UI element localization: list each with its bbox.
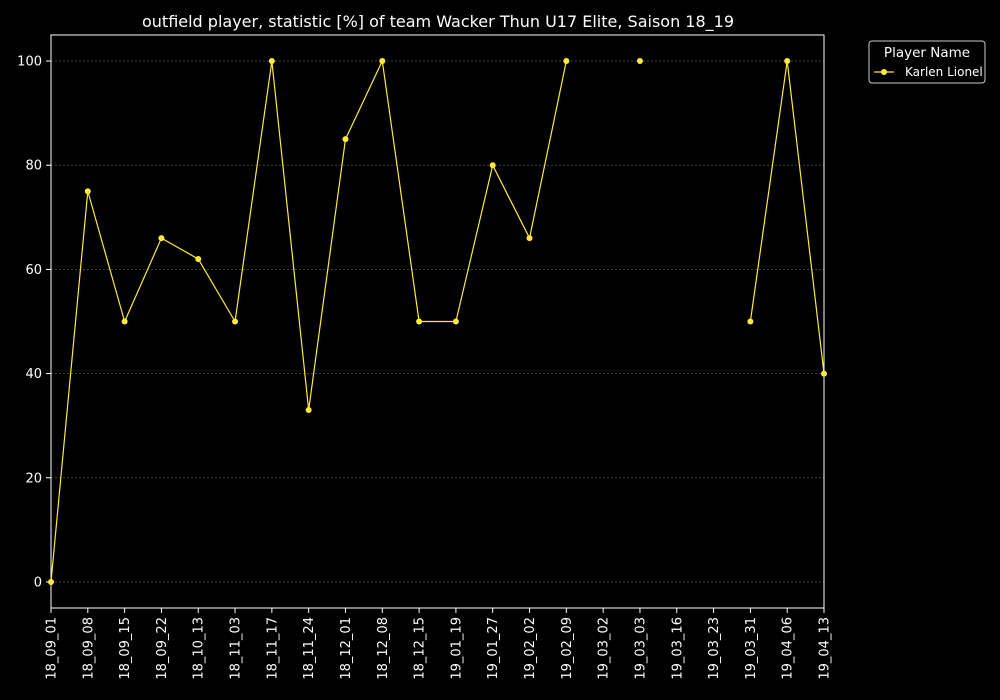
x-tick-label: 18_12_08: [376, 617, 391, 680]
legend-box: [868, 40, 986, 84]
series-line: [749, 60, 825, 374]
x-tick-label: 18_09_22: [155, 617, 170, 680]
data-point: [195, 255, 202, 262]
data-point: [784, 58, 791, 65]
x-tick-label: 18_09_08: [81, 617, 96, 680]
x-tick-label: 18_09_15: [118, 617, 133, 680]
x-tick-label: 19_01_27: [486, 617, 501, 680]
x-tick-label: 19_03_16: [670, 617, 685, 680]
series-line: [50, 60, 567, 583]
data-point: [563, 58, 570, 65]
legend: Player Name Karlen Lionel: [868, 40, 986, 84]
data-point: [342, 136, 349, 143]
plot-frame: [50, 34, 825, 609]
data-point: [84, 188, 91, 195]
y-tick-label: 60: [25, 263, 42, 278]
data-point: [379, 58, 386, 65]
grid-lines: [51, 60, 824, 583]
chart-title: outfield player, statistic [%] of team W…: [142, 12, 734, 32]
x-tick-label: 18_12_15: [413, 617, 428, 680]
legend-title: Player Name: [884, 45, 970, 61]
y-axis: 0 20 40 60 80 100: [17, 55, 51, 590]
data-point: [489, 162, 496, 169]
x-tick-label: 19_01_19: [449, 617, 464, 680]
data-point: [158, 235, 165, 242]
data-point: [268, 58, 275, 65]
legend-marker-swatch: [881, 69, 887, 75]
data-point: [232, 318, 239, 325]
y-tick-label: 20: [25, 471, 42, 486]
x-tick-label: 18_12_01: [339, 617, 354, 680]
data-point: [636, 58, 643, 65]
x-tick-label: 18_11_24: [302, 617, 317, 680]
data-point: [747, 318, 754, 325]
x-tick-label: 19_04_06: [781, 617, 796, 680]
data-point: [121, 318, 128, 325]
data-point: [416, 318, 423, 325]
x-tick-label: 19_03_02: [597, 617, 612, 680]
x-tick-label: 19_02_02: [523, 617, 538, 680]
data-point: [526, 235, 533, 242]
y-tick-label: 100: [17, 55, 42, 70]
data-point: [305, 407, 312, 414]
data-point: [452, 318, 459, 325]
data-point: [821, 370, 827, 377]
y-tick-label: 0: [34, 575, 42, 590]
x-tick-label: 19_03_23: [707, 617, 722, 680]
data-point: [48, 578, 54, 585]
x-tick-label: 18_10_13: [192, 617, 207, 680]
x-tick-label: 18_11_17: [265, 617, 280, 680]
x-tick-label: 19_04_13: [818, 617, 833, 680]
x-tick-label: 18_11_03: [229, 617, 244, 680]
x-tick-label: 18_09_01: [45, 617, 60, 680]
x-tick-label: 19_03_31: [744, 617, 759, 680]
y-tick-label: 80: [25, 159, 42, 174]
legend-label: Karlen Lionel: [905, 65, 983, 79]
x-tick-label: 19_03_03: [633, 617, 648, 680]
series-layer: [48, 58, 827, 585]
x-axis: 18_09_01 18_09_08 18_09_15 18_09_22 18_10_13…: [45, 608, 833, 680]
y-tick-label: 40: [25, 367, 42, 382]
x-tick-label: 19_02_09: [560, 617, 575, 680]
